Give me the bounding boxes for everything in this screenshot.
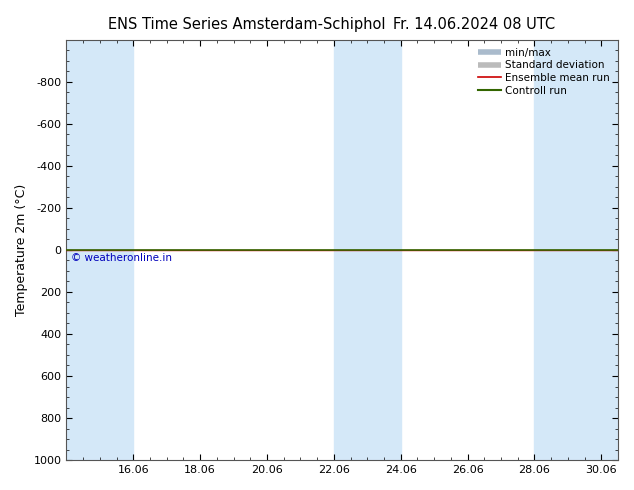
Bar (334, 40, 401, 460)
Text: Fr. 14.06.2024 08 UTC: Fr. 14.06.2024 08 UTC (393, 17, 555, 32)
Legend: min/max, Standard deviation, Ensemble mean run, Controll run: min/max, Standard deviation, Ensemble me… (475, 45, 613, 99)
Text: © weatheronline.in: © weatheronline.in (72, 253, 172, 263)
Text: ENS Time Series Amsterdam-Schiphol: ENS Time Series Amsterdam-Schiphol (108, 17, 385, 32)
Y-axis label: Temperature 2m (°C): Temperature 2m (°C) (15, 184, 28, 316)
Bar (67, 40, 133, 460)
Bar (534, 40, 618, 460)
